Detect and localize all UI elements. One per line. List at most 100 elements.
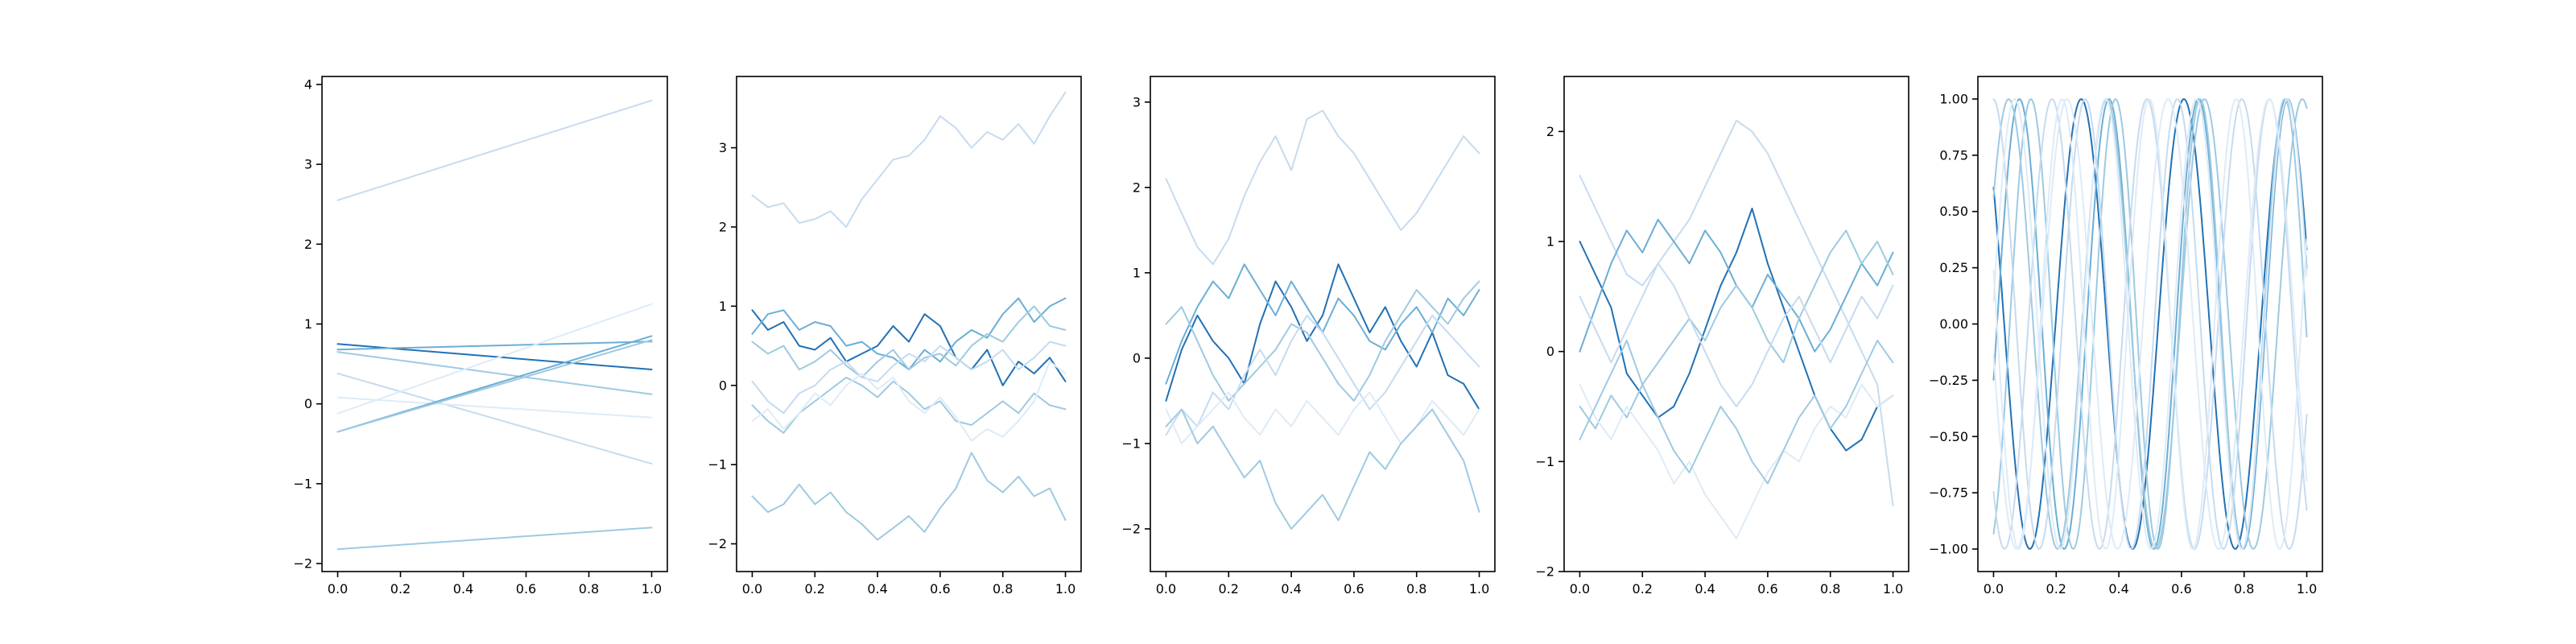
x-tick-label: 0.4 [1695, 581, 1715, 597]
sine-line-8 [1992, 98, 2308, 550]
x-tick-label: 1.0 [1883, 581, 1903, 597]
x-tick-label: 0.4 [1281, 581, 1301, 597]
series-group [1165, 109, 1480, 530]
series-line-8 [751, 452, 1067, 541]
series-line-7 [1579, 340, 1894, 485]
x-tick-label: 0.2 [2046, 581, 2066, 597]
y-tick-label: 3 [304, 157, 312, 172]
y-tick-label: 0 [304, 396, 312, 411]
series-line-2 [751, 309, 1067, 386]
axes-frame [1150, 76, 1496, 572]
y-tick-label: −1 [1121, 436, 1141, 451]
x-tick-label: 0.2 [1219, 581, 1239, 597]
series-line-5 [751, 341, 1067, 415]
y-tick-label: 3 [1133, 94, 1141, 109]
series-line-5 [1579, 262, 1894, 407]
y-tick-label: −0.50 [1929, 429, 1968, 444]
x-tick-label: 1.0 [2297, 581, 2317, 597]
x-tick-label: 0.8 [1820, 581, 1840, 597]
series-line-7 [1165, 408, 1480, 530]
x-tick-label: 0.6 [930, 581, 950, 597]
y-tick-label: 2 [719, 219, 727, 234]
x-tick-label: 0.0 [742, 581, 762, 597]
y-tick-label: −1 [708, 457, 727, 473]
subplot-5: 0.0 0.2 0.4 0.6 0.8 1.0 −1.00 −0.75 −0.50 −0.25 0.… [1929, 76, 2323, 597]
x-tick-label: 0.0 [328, 581, 348, 597]
x-tick-label: 1.0 [1469, 581, 1489, 597]
y-tick-label: 0.50 [1939, 204, 1968, 219]
x-tick-label: 0.2 [1633, 581, 1653, 597]
y-tick-label: 4 [304, 76, 312, 92]
sine-line-7 [1992, 98, 2308, 550]
x-tick-label: 0.4 [867, 581, 887, 597]
x-tick-label: 0.6 [1757, 581, 1777, 597]
x-tick-label: 0.0 [1156, 581, 1176, 597]
y-tick-label: −1 [1535, 454, 1554, 469]
sine-line-5 [1992, 98, 2308, 550]
x-tick-label: 0.8 [2234, 581, 2254, 597]
y-tick-label: −2 [293, 556, 312, 572]
series-line-5 [1165, 314, 1480, 436]
x-tick-label: 0.4 [2108, 581, 2128, 597]
series-group [751, 91, 1067, 541]
subplot-4: 0.0 0.2 0.4 0.6 0.8 1.0 −2 −1 0 1 2 [1535, 76, 1909, 597]
series-line-1 [336, 99, 653, 201]
x-tick-label: 0.2 [805, 581, 825, 597]
x-tick-label: 0.8 [1406, 581, 1426, 597]
x-tick-label: 1.0 [1055, 581, 1075, 597]
series-line-2 [1165, 263, 1480, 411]
sine-line-6 [1992, 98, 2308, 550]
series-group [1579, 119, 1894, 539]
series-line-4 [336, 351, 653, 395]
sine-line-9 [1992, 98, 2308, 550]
y-tick-label: −0.75 [1929, 485, 1968, 501]
subplot-2: 0.0 0.2 0.4 0.6 0.8 1.0 −2 −1 0 1 2 3 [708, 76, 1082, 597]
series-line-6 [1165, 391, 1480, 444]
axes-frame [736, 76, 1082, 572]
x-tick-label: 0.0 [1570, 581, 1590, 597]
y-tick-label: −1 [293, 476, 312, 491]
series-line-3 [336, 341, 653, 351]
x-tick-label: 0.2 [390, 581, 411, 597]
axes-frame [1563, 76, 1909, 572]
y-tick-label: 2 [1546, 124, 1554, 139]
x-tick-label: 0.6 [2171, 581, 2191, 597]
x-tick-label: 0.8 [579, 581, 599, 597]
subplot-1: 0.0 0.2 0.4 0.6 0.8 1.0 −2 −1 0 1 2 3 4 [293, 76, 668, 597]
series-line-1 [1165, 109, 1480, 266]
y-tick-label: 0 [1546, 344, 1554, 359]
x-tick-label: 0.8 [993, 581, 1013, 597]
series-line-10 [336, 526, 653, 551]
series-line-7 [336, 303, 653, 415]
series-line-2 [1579, 208, 1894, 452]
x-tick-label: 0.4 [453, 581, 473, 597]
y-tick-label: −0.25 [1929, 373, 1968, 388]
x-tick-label: 1.0 [642, 581, 662, 597]
y-tick-label: 0.75 [1939, 147, 1968, 163]
series-line-6 [336, 396, 653, 419]
series-line-4 [1165, 280, 1480, 402]
y-tick-label: 0 [719, 378, 727, 393]
y-tick-label: 1 [1546, 234, 1554, 250]
y-tick-label: 1 [719, 299, 727, 314]
x-tick-label: 0.0 [1984, 581, 2004, 597]
y-tick-label: 0.00 [1939, 316, 1968, 332]
series-line-9 [336, 339, 653, 433]
y-tick-label: −2 [1121, 521, 1141, 536]
series-line-4 [751, 305, 1067, 378]
y-tick-label: −1.00 [1929, 542, 1968, 557]
y-tick-label: −2 [1535, 564, 1554, 580]
y-tick-label: 1.00 [1939, 91, 1968, 106]
sine-line-3 [1992, 98, 2308, 550]
y-tick-label: 0.25 [1939, 260, 1968, 275]
x-tick-label: 0.6 [1344, 581, 1364, 597]
y-tick-label: 2 [1133, 180, 1141, 195]
series-group [336, 99, 653, 551]
y-tick-label: 1 [304, 316, 312, 332]
series-line-6 [751, 376, 1067, 434]
y-tick-label: 1 [1133, 265, 1141, 280]
series-line-5 [336, 373, 653, 465]
y-tick-label: 0 [1133, 350, 1141, 365]
